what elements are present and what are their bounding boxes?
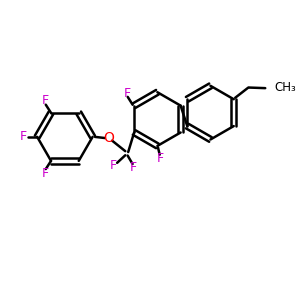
Text: F: F <box>124 87 131 100</box>
Text: O: O <box>103 131 114 145</box>
Text: F: F <box>42 167 49 180</box>
Text: F: F <box>110 159 117 172</box>
Text: CH₃: CH₃ <box>274 81 296 94</box>
Text: F: F <box>130 161 137 174</box>
Text: F: F <box>157 152 164 165</box>
Text: F: F <box>20 130 27 143</box>
Text: F: F <box>42 94 49 107</box>
